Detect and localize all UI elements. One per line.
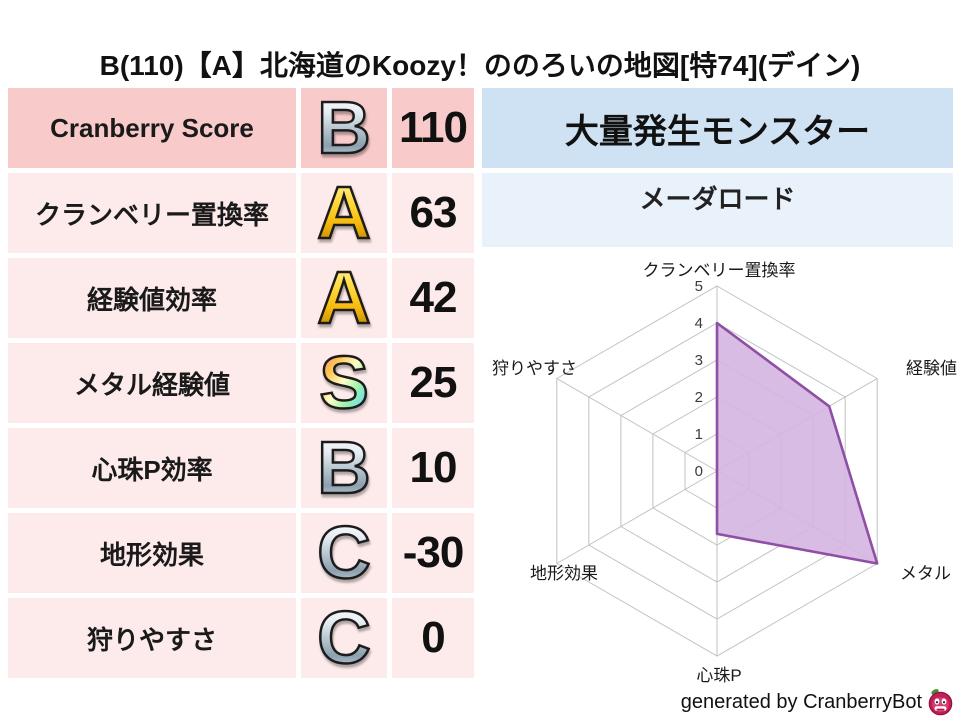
page-title: B(110)【A】北海道のKoozy！ののろいの地図[特74](デイン) — [99, 50, 861, 81]
stat-value: 42 — [392, 258, 474, 338]
grade-badge: A — [301, 171, 387, 254]
footer-credit: generated by CranberryBot — [681, 688, 954, 716]
radar-axis-label: 心珠P — [696, 666, 741, 685]
radar-data-polygon — [715, 321, 879, 565]
stat-value: 110 — [392, 88, 474, 168]
stat-label: クランベリー置換率 — [8, 173, 296, 253]
monster-name: メーダロード — [482, 173, 953, 247]
grade-badge: A — [301, 256, 387, 339]
stat-row: 狩りやすさ C 0 — [8, 596, 474, 679]
stat-value: 10 — [392, 428, 474, 508]
stat-row: 地形効果 C -30 — [8, 511, 474, 594]
radar-axis-label: クランベリー置換率 — [643, 261, 796, 280]
grade-letter: A — [316, 256, 372, 339]
stat-row: クランベリー置換率 A 63 — [8, 171, 474, 254]
grade-letter: C — [316, 511, 372, 594]
grade-badge: B — [301, 426, 387, 509]
grade-badge: S — [301, 341, 387, 424]
grade-letter: B — [316, 86, 372, 169]
radar-axis-label: メタル — [900, 564, 951, 583]
radar-tick-label: 5 — [695, 278, 703, 295]
radar-axis-label: 狩りやすさ — [492, 359, 577, 378]
stat-label: 狩りやすさ — [8, 598, 296, 678]
grade-letter: S — [318, 341, 370, 424]
stat-value: 0 — [392, 598, 474, 678]
grade-badge: C — [301, 596, 387, 679]
radar-tick-label: 0 — [695, 463, 703, 480]
grade-badge: C — [301, 511, 387, 594]
stat-value: 63 — [392, 173, 474, 253]
grade-letter: B — [316, 426, 372, 509]
cranberry-bot-icon — [928, 689, 953, 716]
stat-row: Cranberry Score B 110 — [8, 86, 474, 169]
stats-table: Cranberry Score B 110 クランベリー置換率 A 63 経験値効率 A 42 メ… — [8, 86, 474, 683]
stat-label: 地形効果 — [8, 513, 296, 593]
radar-tick-label: 4 — [695, 315, 703, 332]
radar-tick-label: 1 — [695, 426, 703, 443]
grade-badge: B — [301, 86, 387, 169]
monster-panel-header: 大量発生モンスター — [482, 88, 953, 168]
grade-letter: C — [316, 596, 372, 679]
credit-text: generated by CranberryBot — [680, 690, 922, 713]
stat-label: 経験値効率 — [8, 258, 296, 338]
stat-label: メタル経験値 — [8, 343, 296, 423]
radar-tick-label: 3 — [695, 352, 703, 369]
stat-value: 25 — [392, 343, 474, 423]
stat-row: 経験値効率 A 42 — [8, 256, 474, 339]
stat-label: Cranberry Score — [8, 88, 296, 168]
stat-row: 心珠P効率 B 10 — [8, 426, 474, 509]
radar-axis-label: 地形効果 — [530, 564, 598, 583]
radar-grid-spoke — [556, 470, 718, 564]
stat-row: メタル経験値 S 25 — [8, 341, 474, 424]
stat-label: 心珠P効率 — [8, 428, 296, 508]
radar-axis-label: 経験値 — [906, 359, 957, 378]
grade-letter: A — [316, 171, 372, 254]
radar-grid-spoke — [556, 378, 718, 472]
stat-value: -30 — [392, 513, 474, 593]
radar-tick-label: 2 — [695, 389, 703, 406]
